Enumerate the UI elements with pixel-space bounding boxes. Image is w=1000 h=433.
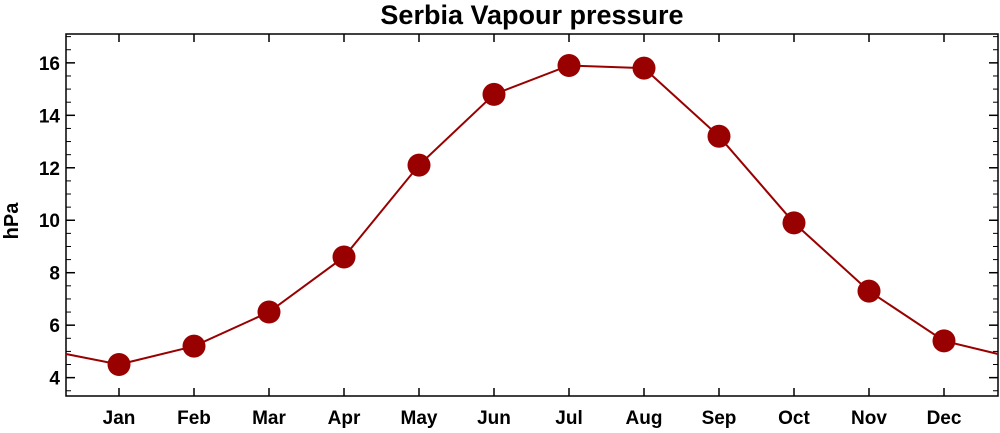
x-tick-label: Apr xyxy=(328,408,361,429)
x-tick-label: Feb xyxy=(177,408,211,429)
data-point xyxy=(407,153,431,177)
data-point xyxy=(782,211,806,235)
x-tick-label: May xyxy=(401,408,438,429)
data-point xyxy=(182,334,206,358)
data-point xyxy=(332,245,356,269)
data-point xyxy=(257,300,281,324)
x-tick-label: Jan xyxy=(103,408,136,429)
y-tick-label: 10 xyxy=(39,211,60,232)
plot-frame xyxy=(65,33,999,397)
y-tick-label: 8 xyxy=(49,264,60,285)
data-point xyxy=(707,124,731,148)
data-point xyxy=(632,56,656,80)
y-tick-label: 12 xyxy=(39,159,60,180)
data-point xyxy=(932,329,956,353)
x-tick-label: Jul xyxy=(555,408,582,429)
data-point xyxy=(857,279,881,303)
chart-title: Serbia Vapour pressure xyxy=(380,0,683,30)
x-tick-label: Sep xyxy=(702,408,737,429)
y-tick-label: 16 xyxy=(39,54,60,75)
x-tick-label: Dec xyxy=(927,408,962,429)
x-tick-label: Mar xyxy=(252,408,286,429)
data-point xyxy=(482,82,506,106)
x-tick-label: Oct xyxy=(778,408,810,429)
series-layer xyxy=(65,53,999,377)
y-axis-label: hPa xyxy=(1,202,23,240)
data-point xyxy=(557,53,581,77)
y-tick-label: 14 xyxy=(39,106,61,127)
data-point xyxy=(107,353,131,377)
y-ticks: 4 6 8 10 12 14 16 xyxy=(39,36,998,392)
y-tick-label: 6 xyxy=(49,316,60,337)
x-tick-label: Nov xyxy=(851,408,887,429)
x-tick-label: Aug xyxy=(626,408,663,429)
x-tick-label: Jun xyxy=(477,408,511,429)
x-ticks: Jan Feb Mar Apr May Jun Jul Aug Sep Oct Nov Dec xyxy=(103,34,962,429)
series-line xyxy=(65,64,999,366)
y-tick-label: 4 xyxy=(49,369,60,390)
